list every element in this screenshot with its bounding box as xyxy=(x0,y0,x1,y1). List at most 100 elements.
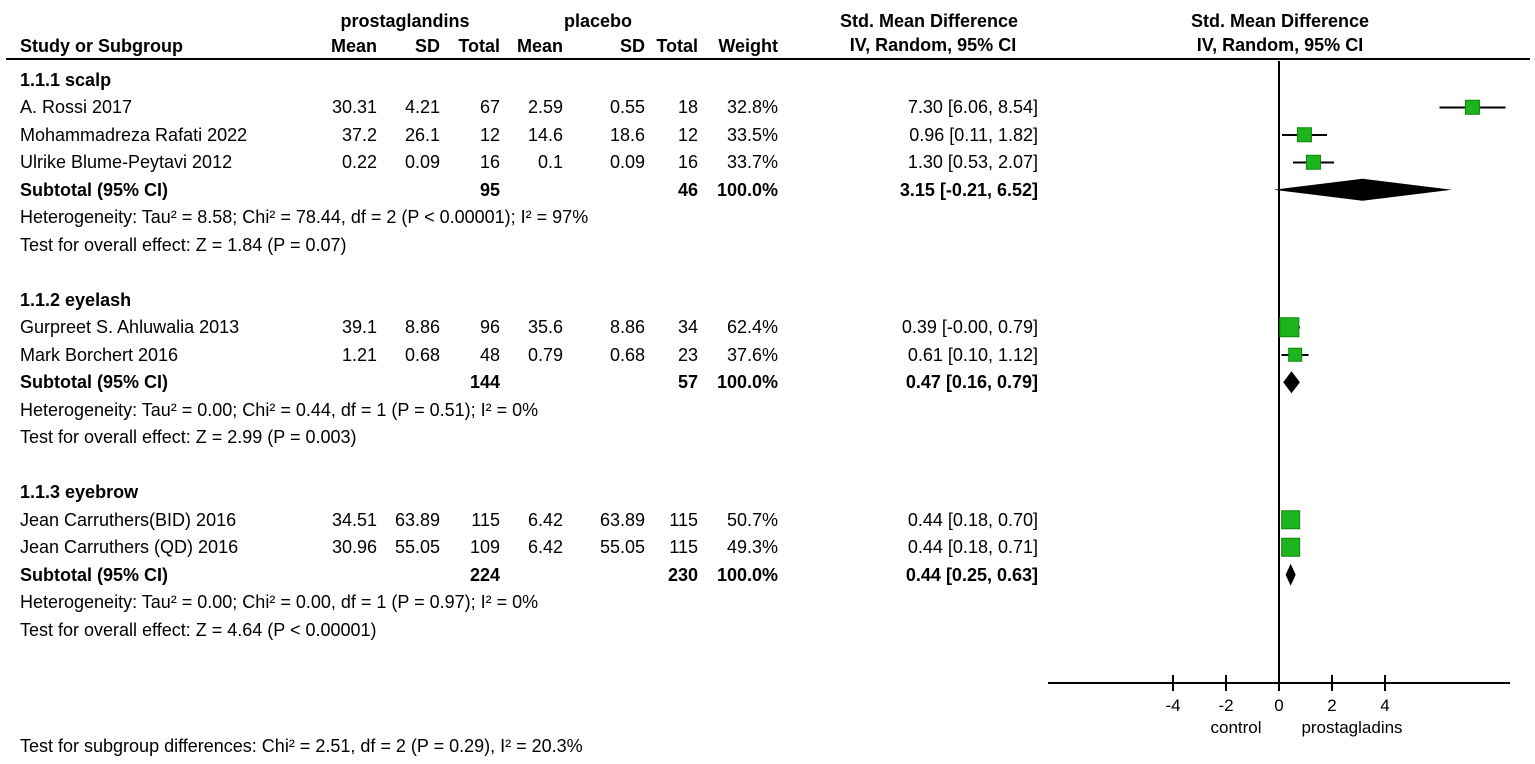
section-title: 1.1.1 scalp xyxy=(20,66,1038,94)
study-row: Jean Carruthers (QD) 2016 30.96 55.05 109 6.… xyxy=(20,534,1038,562)
mean2-cell: 0.79 xyxy=(527,344,563,365)
study-row: Jean Carruthers(BID) 2016 34.51 63.89 115 6.… xyxy=(20,506,1038,534)
overall-effect-row: Test for overall effect: Z = 1.84 (P = 0… xyxy=(20,231,1038,259)
subtotal-label: Subtotal (95% CI) xyxy=(20,564,169,585)
header-divider-line xyxy=(6,58,1530,60)
sd1-cell: 0.68 xyxy=(404,344,440,365)
sd1-cell: 63.89 xyxy=(394,509,440,530)
mean1-cell: 30.96 xyxy=(331,537,377,558)
mean2-cell: 6.42 xyxy=(527,537,563,558)
section-title: 1.1.2 eyelash xyxy=(20,286,1038,314)
ci-cell: 0.47 [0.16, 0.79] xyxy=(905,372,1038,393)
effect-column-title: Std. Mean Difference xyxy=(839,11,1019,31)
weight-cell: 33.5% xyxy=(726,124,778,145)
heterogeneity-row: Heterogeneity: Tau² = 0.00; Chi² = 0.00,… xyxy=(20,589,1038,617)
overall-effect-row: Test for overall effect: Z = 2.99 (P = 0… xyxy=(20,424,1038,452)
subtotal-row: Subtotal (95% CI) 95 46 100.0% 3.15 [-0.21, … xyxy=(20,176,1038,204)
axis-left-label: control xyxy=(1210,718,1261,737)
ci-cell: 0.39 [-0.00, 0.79] xyxy=(901,317,1038,338)
mean1-cell: 34.51 xyxy=(331,509,377,530)
total1-cell: 96 xyxy=(479,317,500,338)
effect-square xyxy=(1296,127,1312,143)
total2-cell: 18 xyxy=(677,97,698,118)
study-name: A. Rossi 2017 xyxy=(20,97,133,118)
group1-header: prostaglandins xyxy=(340,11,470,31)
sd2-cell: 55.05 xyxy=(599,537,645,558)
ci-cell: 0.44 [0.25, 0.63] xyxy=(905,564,1038,585)
effect-square xyxy=(1279,317,1300,338)
mean2-cell: 14.6 xyxy=(527,124,563,145)
study-row: Gurpreet S. Ahluwalia 2013 39.1 8.86 96 35.6… xyxy=(20,314,1038,342)
mean2-cell: 6.42 xyxy=(527,509,563,530)
mean2-cell: 35.6 xyxy=(527,317,563,338)
subtotal-label: Subtotal (95% CI) xyxy=(20,179,169,200)
section-title-text: 1.1.2 eyelash xyxy=(20,289,132,310)
axis-tick-label: -4 xyxy=(1165,696,1180,715)
total1-cell: 95 xyxy=(479,179,500,200)
mean1-cell: 30.31 xyxy=(331,97,377,118)
weight-cell: 62.4% xyxy=(726,317,778,338)
total2-cell: 23 xyxy=(677,344,698,365)
overall-effect-row-text: Test for overall effect: Z = 1.84 (P = 0… xyxy=(20,234,347,255)
table-column-headers: Study or Subgroup Mean SD Total Mean SD … xyxy=(20,33,1038,59)
mean2-cell: 2.59 xyxy=(527,97,563,118)
total2-cell: 115 xyxy=(669,537,698,558)
col-header-mean-2: Mean xyxy=(516,36,563,56)
total2-cell: 57 xyxy=(677,372,698,393)
col-header-mean-1: Mean xyxy=(330,36,377,56)
overall-effect-row-text: Test for overall effect: Z = 2.99 (P = 0… xyxy=(20,427,357,448)
subtotal-label: Subtotal (95% CI) xyxy=(20,372,169,393)
plot-column-title: Std. Mean Difference xyxy=(1190,11,1370,31)
col-header-total-1: Total xyxy=(458,36,500,56)
heterogeneity-row-text: Heterogeneity: Tau² = 8.58; Chi² = 78.44… xyxy=(20,207,589,228)
sd2-cell: 0.55 xyxy=(609,97,645,118)
weight-cell: 100.0% xyxy=(716,564,778,585)
col-header-sd-2: SD xyxy=(619,36,645,56)
sd1-cell: 4.21 xyxy=(404,97,440,118)
weight-cell: 32.8% xyxy=(726,97,778,118)
total1-cell: 144 xyxy=(469,372,500,393)
study-name: Jean Carruthers(BID) 2016 xyxy=(20,509,237,530)
ci-cell: 3.15 [-0.21, 6.52] xyxy=(899,179,1038,200)
study-row: Mark Borchert 2016 1.21 0.68 48 0.79 0.68 23 37… xyxy=(20,341,1038,369)
sd2-cell: 0.09 xyxy=(609,152,645,173)
section-title: 1.1.3 eyebrow xyxy=(20,479,1038,507)
ci-cell: 0.44 [0.18, 0.70] xyxy=(907,509,1038,530)
col-header-weight: Weight xyxy=(718,36,778,56)
group2-header: placebo xyxy=(563,11,633,31)
sd1-cell: 8.86 xyxy=(404,317,440,338)
study-name: Ulrike Blume-Peytavi 2012 xyxy=(20,152,233,173)
sd2-cell: 63.89 xyxy=(599,509,645,530)
ci-cell: 1.30 [0.53, 2.07] xyxy=(907,152,1038,173)
mean2-cell: 0.1 xyxy=(537,152,563,173)
sd2-cell: 8.86 xyxy=(609,317,645,338)
ci-cell: 0.96 [0.11, 1.82] xyxy=(909,124,1038,145)
heterogeneity-row: Heterogeneity: Tau² = 0.00; Chi² = 0.44,… xyxy=(20,396,1038,424)
total1-cell: 224 xyxy=(469,564,500,585)
weight-cell: 100.0% xyxy=(716,179,778,200)
weight-cell: 37.6% xyxy=(726,344,778,365)
subtotal-row: Subtotal (95% CI) 144 57 100.0% 0.47 [0.16, … xyxy=(20,369,1038,397)
total1-cell: 12 xyxy=(479,124,500,145)
effect-square xyxy=(1288,347,1303,362)
subtotal-diamond xyxy=(1283,371,1300,394)
heterogeneity-row: Heterogeneity: Tau² = 8.58; Chi² = 78.44… xyxy=(20,204,1038,232)
axis-right-label: prostagladins xyxy=(1301,718,1402,737)
axis-tick-label: -2 xyxy=(1218,696,1233,715)
total1-cell: 67 xyxy=(479,97,500,118)
mean1-cell: 37.2 xyxy=(341,124,377,145)
effect-square xyxy=(1281,510,1301,530)
heterogeneity-row-text: Heterogeneity: Tau² = 0.00; Chi² = 0.00,… xyxy=(20,592,539,613)
total2-cell: 34 xyxy=(677,317,698,338)
weight-cell: 50.7% xyxy=(726,509,778,530)
forest-table-body: 1.1.1 scalp A. Rossi 2017 30.31 4.21 67 2.59 0… xyxy=(20,66,1038,644)
total2-cell: 16 xyxy=(677,152,698,173)
ci-cell: 0.44 [0.18, 0.71] xyxy=(907,537,1038,558)
sd1-cell: 55.05 xyxy=(394,537,440,558)
total2-cell: 12 xyxy=(677,124,698,145)
subtotal-diamond xyxy=(1273,178,1452,201)
study-row: A. Rossi 2017 30.31 4.21 67 2.59 0.55 18 32.8% 7… xyxy=(20,94,1038,122)
subtotal-diamond xyxy=(1285,563,1296,586)
overall-effect-row: Test for overall effect: Z = 4.64 (P < 0… xyxy=(20,616,1038,644)
